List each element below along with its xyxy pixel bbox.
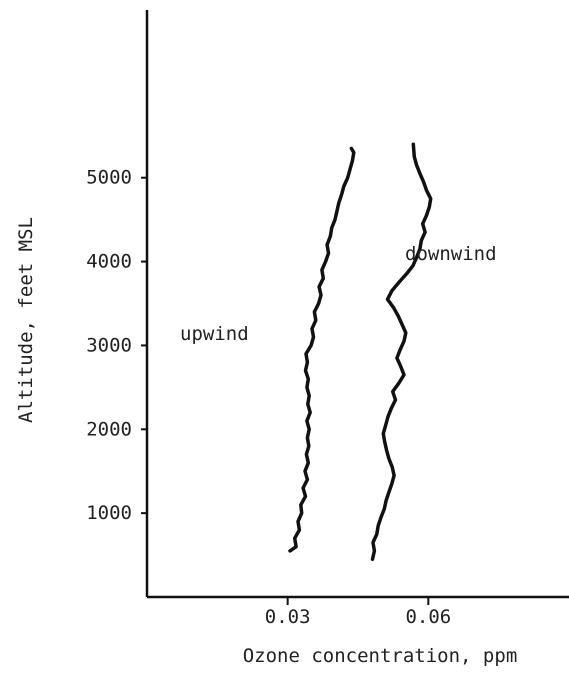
y-tick-label: 5000 — [86, 167, 132, 189]
y-tick-label: 1000 — [86, 502, 132, 524]
series-lines — [288, 142, 433, 562]
tick-marks: 1000 2000 3000 4000 5000 0.03 0.06 — [86, 167, 451, 628]
labels: Ozone concentration, ppm Altitude, feet … — [15, 217, 517, 667]
x-axis-title: Ozone concentration, ppm — [243, 645, 518, 667]
series-line-upwind — [288, 146, 356, 553]
y-tick-label: 2000 — [86, 418, 132, 440]
annotation-upwind: upwind — [180, 323, 249, 345]
y-tick-label: 4000 — [86, 251, 132, 273]
x-tick-label: 0.03 — [265, 606, 311, 628]
y-axis-title: Altitude, feet MSL — [15, 217, 37, 423]
axes — [145, 10, 569, 599]
x-tick-label: 0.06 — [405, 606, 451, 628]
y-tick-label: 3000 — [86, 334, 132, 356]
annotation-downwind: downwind — [405, 243, 497, 265]
series-line-downwind — [370, 142, 433, 562]
